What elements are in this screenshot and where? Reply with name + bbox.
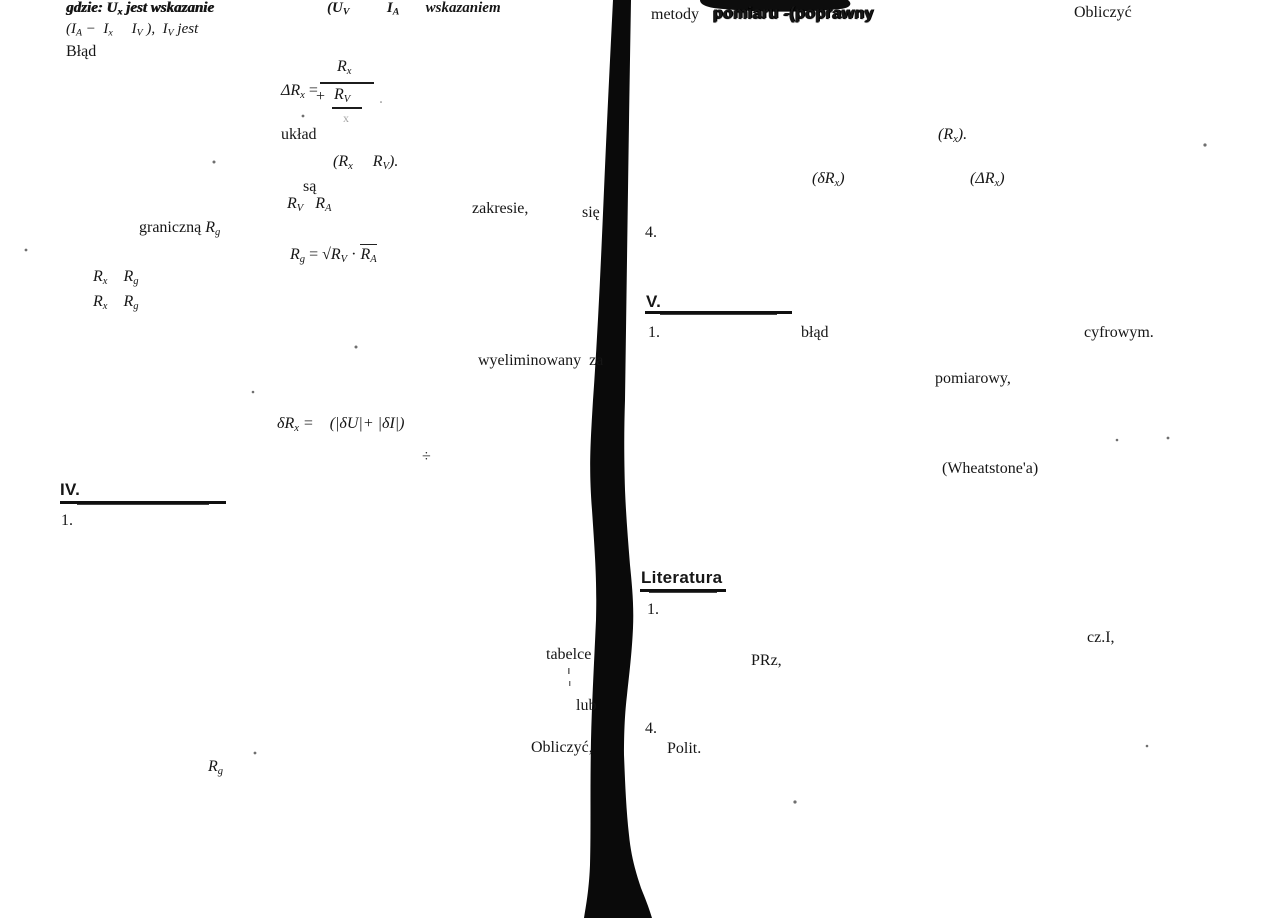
formula-small-delta-rx: δRx = (|δU|+ |δI|) <box>277 415 405 434</box>
mid-lub: lub <box>576 697 597 714</box>
list-item-number: 4. <box>645 224 657 241</box>
list-item-number: 1. <box>648 324 660 341</box>
mid-wyeliminowany: wyeliminowany za <box>478 352 604 369</box>
formula-rg-sqrt: Rg = √RV · RA <box>290 244 377 265</box>
formula-delta-rx-lhs: ΔRx = <box>281 82 318 101</box>
mid-obliczyc: Obliczyć, <box>531 739 593 756</box>
formula-trailing-dot: . <box>379 90 383 107</box>
right-wheatstone: (Wheatstone'a) <box>942 460 1039 477</box>
mid-uv-line: (UV IA wskazaniem <box>327 0 501 18</box>
right-rx-paren: (Rx). <box>938 126 968 145</box>
right-metody: metody <box>651 6 699 23</box>
left-rx-rg-line-1: Rx Rg <box>93 268 139 287</box>
formula-divide-sign: ÷ <box>422 448 431 465</box>
mid-zakresie: zakresie, <box>472 200 529 217</box>
right-obliczyc-top: Obliczyć <box>1074 4 1132 21</box>
section-heading-v: V. <box>646 292 662 311</box>
mid-sa: są <box>303 178 317 195</box>
mid-tabelce: tabelce <box>546 646 592 663</box>
section-heading-iv: IV. <box>60 480 81 499</box>
mini-fraction-bar <box>332 107 362 109</box>
left-graniczna-line: graniczną Rg <box>139 219 221 238</box>
right-prz: PRz, <box>751 652 782 669</box>
left-currents-line: (IA − Ix IV ), IV jest <box>66 21 199 39</box>
formula-faint-mark: x <box>343 111 349 125</box>
mid-uklad: układ <box>281 126 317 143</box>
right-big-delta-rx-paren: (ΔRx) <box>970 170 1005 189</box>
right-smudged-text: pomiaru -(poprawny <box>713 5 874 22</box>
overline-group: RA <box>360 244 377 265</box>
list-item-number: 1. <box>61 512 73 529</box>
right-polit: Polit. <box>667 740 702 757</box>
fraction-bar <box>320 82 374 84</box>
list-item-number: 4. <box>645 720 657 737</box>
mid-rv-ra: RV RA <box>287 195 332 214</box>
heading-underline-v <box>645 311 792 315</box>
heading-underline-iv <box>60 501 226 505</box>
ink-smear-artifact <box>700 0 851 12</box>
mid-sie: się <box>582 204 600 221</box>
formula-delta-rx-plus: + <box>316 88 326 105</box>
right-blad: błąd <box>801 324 829 341</box>
left-rg-bottom: Rg <box>208 758 224 777</box>
left-rx-rg-line-2: Rx Rg <box>93 293 139 312</box>
right-pomiarowy: pomiarowy, <box>935 370 1011 387</box>
right-cyfrowym: cyfrowym. <box>1084 324 1154 341</box>
list-item-number: 1. <box>647 601 659 618</box>
scan-gutter-artifact <box>584 0 652 918</box>
left-blad-label: Błąd <box>66 43 97 60</box>
heading-underline-literatura <box>640 589 726 593</box>
left-gdzie-line: gdzie: Ux jest wskazanie <box>66 0 214 18</box>
scan-specks <box>24 114 1207 804</box>
mid-rx-rv-paren: (Rx RV). <box>333 153 399 172</box>
right-czI: cz.I, <box>1087 629 1115 646</box>
right-small-delta-rx-paren: (δRx) <box>812 170 845 189</box>
formula-delta-rx-numerator: Rx <box>337 58 352 77</box>
formula-delta-rx-rv: RV <box>334 86 351 105</box>
section-heading-literatura: Literatura <box>641 568 723 587</box>
